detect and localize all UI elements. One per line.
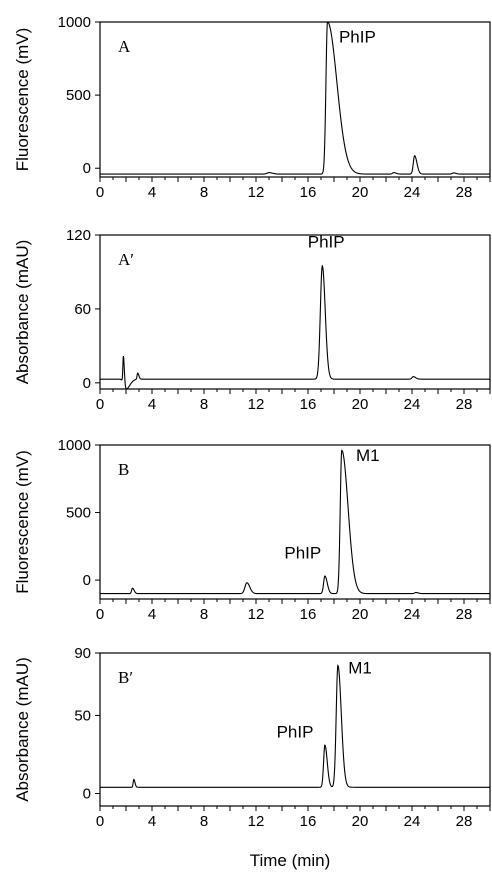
chart-panel-2: 0 4 8 12 16 20 24 28 0 60 120 Absorbance (mAU) A′ PhI… [13, 227, 491, 413]
x-tick-label: 20 [352, 606, 369, 623]
panel-label: A [118, 37, 131, 56]
x-tick-label: 28 [456, 184, 473, 201]
y-tick-label: 0 [83, 160, 91, 177]
y-tick-label: 500 [66, 505, 91, 522]
peak-label: PhIP [308, 232, 345, 251]
y-tick-label: 1000 [58, 14, 91, 31]
x-tick-label: 20 [352, 184, 369, 201]
series-line [100, 664, 490, 788]
y-tick-label: 60 [74, 301, 91, 318]
panel-label: A′ [118, 250, 134, 269]
chart-panel-3: 0 4 8 12 16 20 24 28 0 500 1000 Fluorescence (mV) B M… [13, 437, 491, 623]
x-tick-label: 28 [456, 396, 473, 413]
x-tick-label: 8 [200, 396, 208, 413]
peak-label: M1 [356, 446, 380, 465]
y-tick-label: 90 [74, 645, 91, 662]
x-tick-label: 12 [248, 606, 265, 623]
y-axis-label: Absorbance (mAU) [13, 657, 32, 802]
y-tick-label: 120 [66, 227, 91, 244]
x-tick-label: 0 [96, 396, 104, 413]
series-line [100, 22, 490, 175]
x-tick-label: 12 [248, 396, 265, 413]
series-line [100, 264, 490, 389]
x-tick-label: 8 [200, 813, 208, 830]
plot-frame [99, 444, 491, 600]
x-tick-label: 16 [300, 606, 317, 623]
x-tick-label: 8 [200, 606, 208, 623]
x-tick-label: 20 [352, 813, 369, 830]
peak-label: PhIP [284, 543, 321, 562]
plot-frame [99, 21, 491, 178]
y-tick-label: 0 [83, 572, 91, 589]
x-tick-label: 4 [148, 606, 156, 623]
peak-label: PhIP [339, 27, 376, 46]
x-tick-label: 28 [456, 606, 473, 623]
x-tick-label: 16 [300, 813, 317, 830]
x-tick-label: 24 [404, 396, 421, 413]
x-tick-label: 24 [404, 813, 421, 830]
x-tick-label: 16 [300, 184, 317, 201]
x-tick-label: 20 [352, 396, 369, 413]
peak-label: M1 [348, 658, 372, 677]
chart-panel-1: 0 4 8 12 16 20 24 28 0 500 1000 Fluorescence (mV) A P… [13, 14, 491, 201]
y-axis-label: Fluorescence (mV) [13, 28, 32, 172]
peak-label: PhIP [277, 722, 314, 741]
y-tick-label: 50 [74, 707, 91, 724]
x-tick-label: 0 [96, 813, 104, 830]
x-tick-label: 24 [404, 606, 421, 623]
x-tick-label: 16 [300, 396, 317, 413]
x-tick-label: 12 [248, 184, 265, 201]
plot-frame [99, 234, 491, 390]
x-tick-label: 4 [148, 396, 156, 413]
panel-label: B [118, 460, 129, 479]
x-tick-label: 28 [456, 813, 473, 830]
chart-panel-4: 0 4 8 12 16 20 24 28 0 50 90 Absorbance (mAU) B′ M1 Ph… [13, 645, 491, 870]
y-axis-label: Fluorescence (mV) [13, 450, 32, 594]
panel-label: B′ [118, 668, 133, 687]
y-tick-label: 0 [83, 375, 91, 392]
x-tick-label: 4 [148, 813, 156, 830]
y-tick-label: 0 [83, 786, 91, 803]
x-axis-label: Time (min) [250, 851, 331, 870]
x-tick-label: 0 [96, 606, 104, 623]
x-tick-label: 0 [96, 184, 104, 201]
x-tick-label: 24 [404, 184, 421, 201]
x-tick-label: 4 [148, 184, 156, 201]
y-tick-label: 500 [66, 87, 91, 104]
series-line [100, 449, 490, 595]
x-tick-label: 12 [248, 813, 265, 830]
y-tick-label: 1000 [58, 437, 91, 454]
x-tick-label: 8 [200, 184, 208, 201]
y-axis-label: Absorbance (mAU) [13, 240, 32, 385]
